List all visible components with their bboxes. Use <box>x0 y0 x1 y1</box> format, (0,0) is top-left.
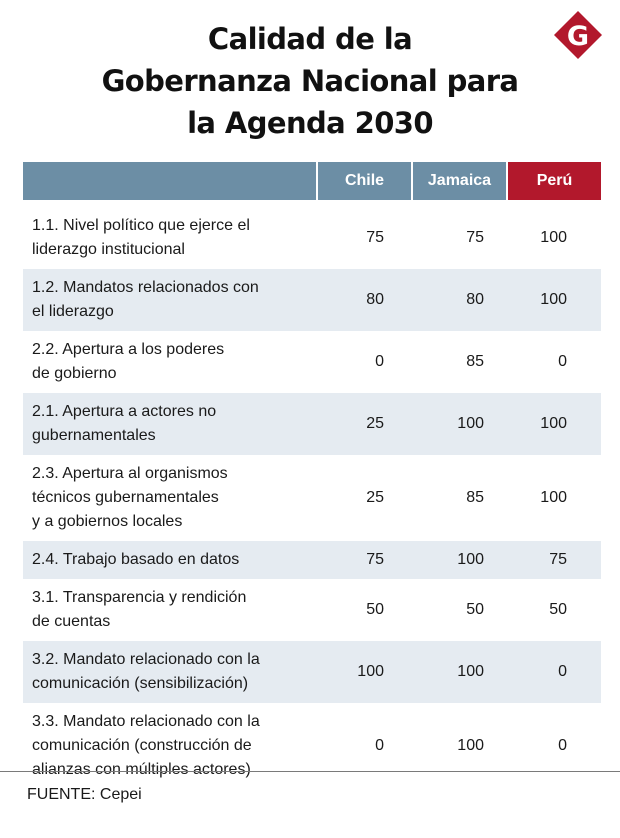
data-table: Chile Jamaica Perú 1.1. Nivel político q… <box>23 162 601 789</box>
indicator-label-line: técnicos gubernamentales <box>32 489 219 506</box>
logo-letter: G <box>567 21 589 52</box>
title-line: Gobernanza Nacional para <box>101 64 519 98</box>
value-cell-chile: 0 <box>375 353 384 370</box>
value-cell-chile: 80 <box>317 269 412 331</box>
value-cell-peru: 0 <box>558 737 567 754</box>
table-row: 1.2. Mandatos relacionados con el lideraz… <box>23 269 601 331</box>
value-cell-peru: 0 <box>558 353 567 370</box>
value-cell-jamaica: 75 <box>466 229 484 246</box>
value-cell-chile: 100 <box>317 641 412 703</box>
value-cell-chile: 25 <box>317 393 412 455</box>
indicator-label: 3.3. Mandato relacionado con la comunicac… <box>23 703 317 789</box>
value-cell-jamaica: 100 <box>412 641 507 703</box>
indicator-label-line: gubernamentales <box>32 427 156 444</box>
value-cell-peru: 50 <box>549 601 567 618</box>
indicator-label-line: el liderazgo <box>32 303 114 320</box>
value-cell-jamaica: 100 <box>412 393 507 455</box>
indicator-label-line: 2.2. Apertura a los poderes <box>32 341 225 358</box>
indicator-label: 2.4. Trabajo basado en datos <box>23 541 317 579</box>
value-cell-peru: 0 <box>507 641 601 703</box>
header-cell-indicator <box>23 162 317 200</box>
value-cell-chile: 25 <box>366 489 384 506</box>
value-cell-peru: 100 <box>540 489 567 506</box>
indicator-label-line: de gobierno <box>32 365 117 382</box>
value-cell-peru: 100 <box>507 269 601 331</box>
indicator-label: 3.1. Transparencia y rendición de cuentas <box>23 579 317 641</box>
table-row: 1.1. Nivel político que ejerce el lideraz… <box>23 207 601 269</box>
indicator-label-line: 3.1. Transparencia y rendición <box>32 589 247 606</box>
indicator-label-line: 1.2. Mandatos relacionados con <box>32 279 259 296</box>
gestion-logo-icon: G <box>554 11 602 59</box>
table-row: 2.4. Trabajo basado en datos 75 100 75 <box>23 541 601 579</box>
indicator-label-line: comunicación (sensibilización) <box>32 675 249 692</box>
value-cell-jamaica: 80 <box>412 269 507 331</box>
indicator-label: 3.2. Mandato relacionado con la comunicac… <box>23 641 317 703</box>
indicator-label: 1.1. Nivel político que ejerce el lideraz… <box>23 207 317 269</box>
table-row: 3.2. Mandato relacionado con la comunicac… <box>23 641 601 703</box>
value-cell-chile: 75 <box>317 541 412 579</box>
indicator-label-line: y a gobiernos locales <box>32 513 183 530</box>
value-cell-jamaica: 85 <box>466 489 484 506</box>
logo-diamond <box>554 11 602 59</box>
indicator-label: 2.2. Apertura a los poderes de gobierno <box>23 331 317 393</box>
indicator-label-line: liderazgo institucional <box>32 241 185 258</box>
chart-title: Calidad de la Gobernanza Nacional para l… <box>0 18 620 144</box>
value-cell-jamaica: 50 <box>466 601 484 618</box>
indicator-label-line: de cuentas <box>32 613 111 630</box>
header-cell-chile: Chile <box>316 162 412 200</box>
indicator-label-line: 3.2. Mandato relacionado con la <box>32 651 260 668</box>
value-cell-jamaica: 100 <box>412 541 507 579</box>
indicator-label-line: 1.1. Nivel político que ejerce el <box>32 217 250 234</box>
header-row: Chile Jamaica Perú <box>23 162 601 200</box>
table-row: 2.3. Apertura al organismos técnicos gube… <box>23 455 601 541</box>
indicator-label-line: 3.3. Mandato relacionado con la <box>32 713 260 730</box>
indicator-label: 1.2. Mandatos relacionados con el lideraz… <box>23 269 317 331</box>
source-note: FUENTE: Cepei <box>27 786 142 803</box>
value-cell-chile: 0 <box>375 737 384 754</box>
indicator-label-line: 2.1. Apertura a actores no <box>32 403 217 420</box>
indicator-label: 2.1. Apertura a actores no gubernamentale… <box>23 393 317 455</box>
title-line: la Agenda 2030 <box>187 106 433 140</box>
indicator-label: 2.3. Apertura al organismos técnicos gube… <box>23 455 317 541</box>
indicator-label-line: alianzas con múltiples actores) <box>32 761 251 778</box>
table-row: 2.2. Apertura a los poderes de gobierno 0 8… <box>23 331 601 393</box>
table-row: 3.3. Mandato relacionado con la comunicac… <box>23 703 601 789</box>
table-row: 2.1. Apertura a actores no gubernamentale… <box>23 393 601 455</box>
value-cell-peru: 75 <box>507 541 601 579</box>
header-cell-jamaica: Jamaica <box>411 162 507 200</box>
indicator-label-line: 2.3. Apertura al organismos <box>32 465 228 482</box>
footer-divider <box>0 771 620 772</box>
title-line: Calidad de la <box>207 22 413 56</box>
value-cell-peru: 100 <box>540 229 567 246</box>
value-cell-jamaica: 85 <box>466 353 484 370</box>
header-cell-peru: Perú <box>506 162 601 200</box>
value-cell-jamaica: 100 <box>457 737 484 754</box>
value-cell-peru: 100 <box>507 393 601 455</box>
indicator-label-line: 2.4. Trabajo basado en datos <box>32 551 240 568</box>
value-cell-chile: 75 <box>366 229 384 246</box>
indicator-label-line: comunicación (construcción de <box>32 737 252 754</box>
table-row: 3.1. Transparencia y rendición de cuentas… <box>23 579 601 641</box>
value-cell-chile: 50 <box>366 601 384 618</box>
